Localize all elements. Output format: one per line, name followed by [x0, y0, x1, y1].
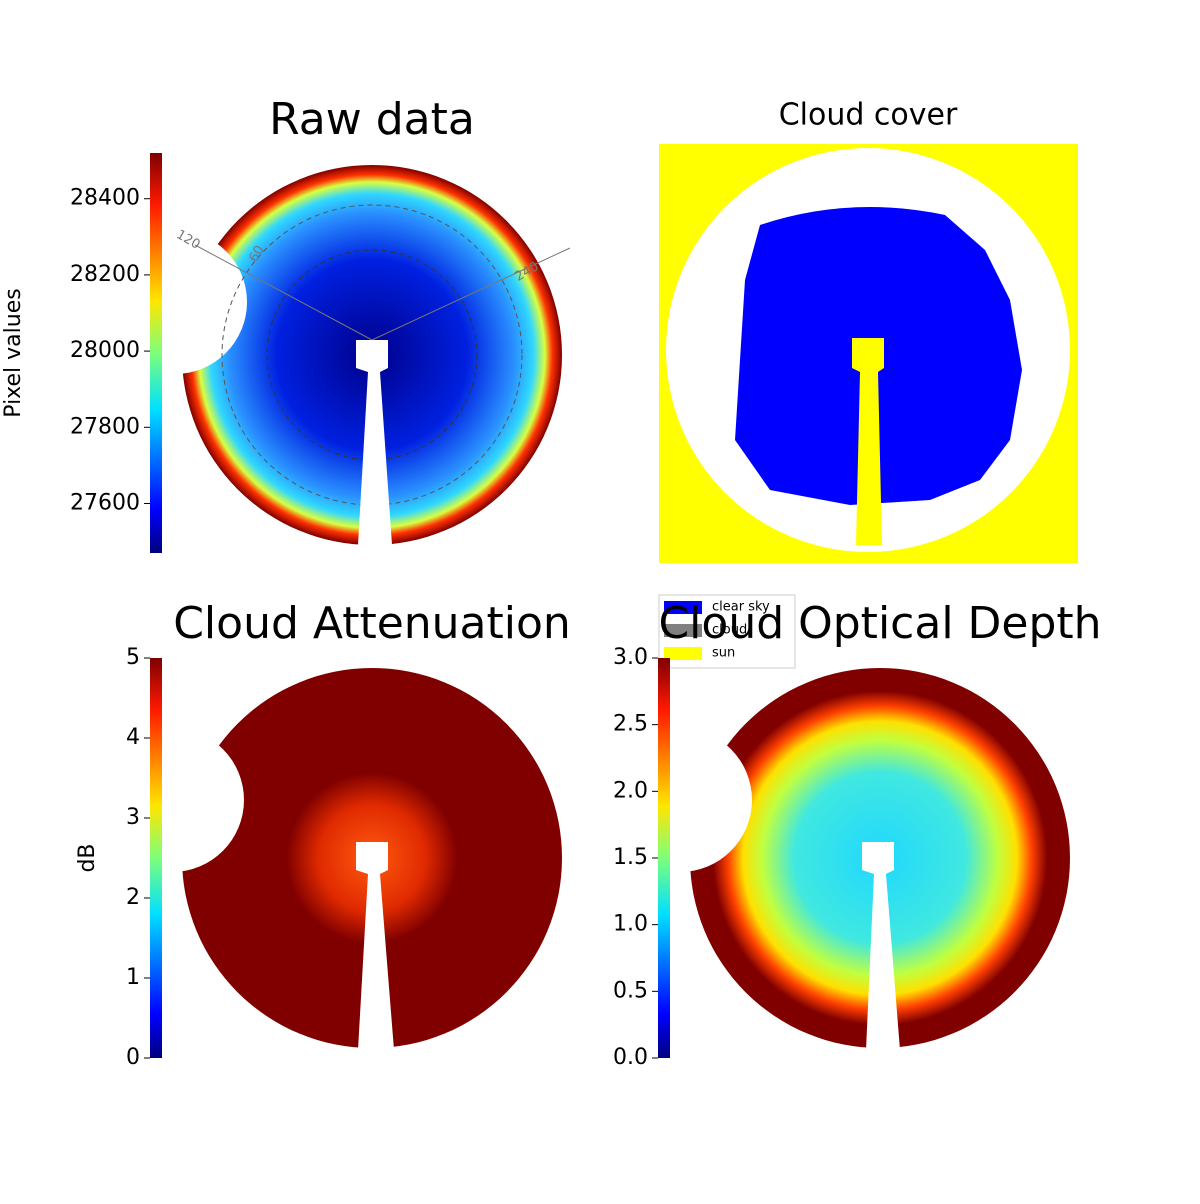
colorbar-tick-label: 2.0	[613, 778, 648, 803]
colorbar-tick-label: 28200	[70, 262, 140, 287]
colorbar-tick-label: 2.5	[613, 712, 648, 737]
colorbar-tick-label: 1.0	[613, 912, 648, 937]
colorbar-tick-label: 27600	[70, 490, 140, 515]
colorbar-tick-label: 0.0	[613, 1045, 648, 1070]
attenuation-image	[100, 668, 562, 1050]
legend-swatch	[664, 647, 702, 660]
colorbar	[150, 153, 162, 553]
optical-depth-image	[608, 668, 1070, 1050]
colorbar-tick-label: 28400	[70, 186, 140, 211]
colorbar-tick-label: 3	[126, 805, 140, 830]
colorbar-tick-label: 4	[126, 725, 140, 750]
legend-swatch	[664, 624, 702, 637]
chart-title: Cloud Attenuation	[173, 598, 571, 649]
colorbar-tick-label: 1.5	[613, 845, 648, 870]
colorbar-tick-label: 27800	[70, 414, 140, 439]
colorbar-tick-label: 2	[126, 885, 140, 910]
ring-label: 60	[246, 243, 267, 265]
legend-swatch	[664, 601, 702, 614]
colorbar-tick-label: 3.0	[613, 645, 648, 670]
colorbar	[658, 658, 670, 1058]
raw-image	[103, 165, 571, 545]
legend-label: cloud	[712, 623, 747, 638]
colorbar-label: Pixel values	[1, 288, 26, 417]
legend-label: sun	[712, 646, 735, 661]
cloud-cover-image	[659, 144, 1078, 563]
colorbar-tick-label: 0.5	[613, 978, 648, 1003]
colorbar	[150, 658, 162, 1058]
legend-label: clear sky	[712, 600, 770, 615]
colorbar-tick-label: 0	[126, 1045, 140, 1070]
chart-title: Cloud cover	[779, 98, 958, 133]
colorbar-tick-label: 1	[126, 965, 140, 990]
chart-title: Cloud Optical Depth	[658, 598, 1101, 649]
chart-title: Raw data	[269, 94, 475, 145]
colorbar-tick-label: 28000	[70, 338, 140, 363]
colorbar-tick-label: 5	[126, 645, 140, 670]
colorbar-label: dB	[75, 843, 100, 872]
